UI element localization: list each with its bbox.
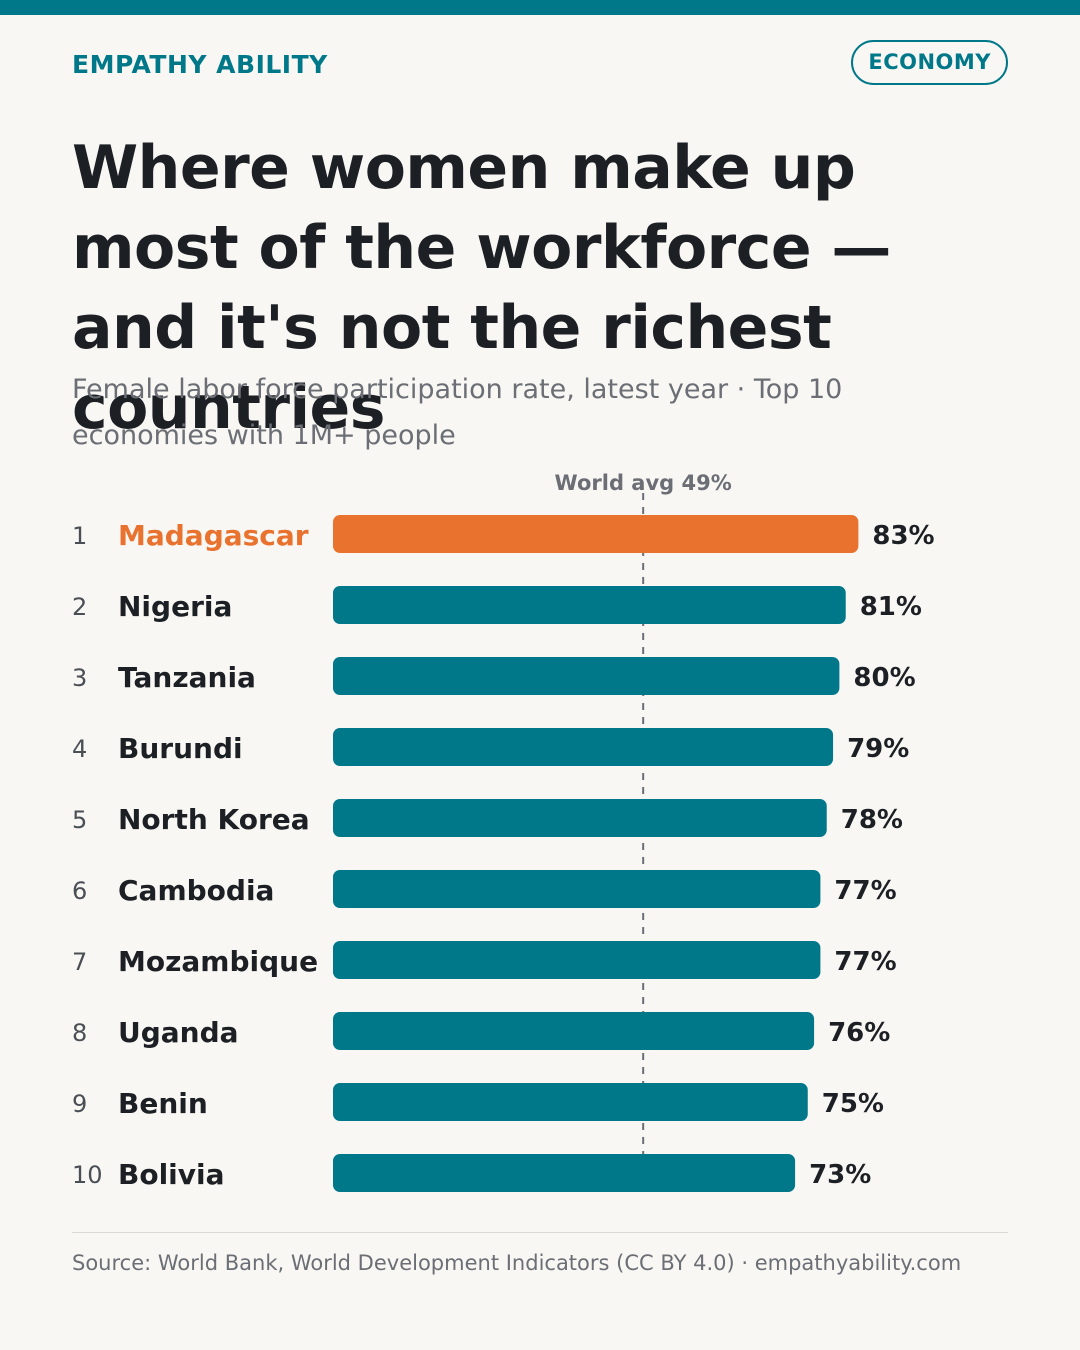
bar xyxy=(333,941,821,979)
value-label: 77% xyxy=(834,876,896,906)
value-label: 78% xyxy=(841,805,903,835)
value-label: 83% xyxy=(872,521,934,551)
rank-label: 1 xyxy=(72,522,87,550)
value-label: 73% xyxy=(809,1160,871,1190)
rank-label: 4 xyxy=(72,735,87,763)
country-label: Tanzania xyxy=(118,661,256,694)
page-title: Where women make up most of the workforc… xyxy=(72,133,891,443)
category-tag: ECONOMY xyxy=(851,40,1008,85)
bar xyxy=(333,657,840,695)
bar xyxy=(333,586,846,624)
country-label: Nigeria xyxy=(118,590,232,623)
rank-label: 9 xyxy=(72,1090,87,1118)
country-label: Madagascar xyxy=(118,519,309,552)
country-label: Cambodia xyxy=(118,874,274,907)
bar xyxy=(333,870,821,908)
brand-name: EMPATHY ABILITY xyxy=(72,50,328,79)
bar xyxy=(333,799,827,837)
chart-subtitle: Female labor force participation rate, l… xyxy=(72,374,843,451)
source-note: Source: World Bank, World Development In… xyxy=(72,1251,962,1275)
top-accent-bar xyxy=(0,0,1080,15)
value-label: 77% xyxy=(834,947,896,977)
value-label: 80% xyxy=(853,663,915,693)
rank-label: 10 xyxy=(72,1161,103,1189)
rank-label: 7 xyxy=(72,948,87,976)
country-label: Uganda xyxy=(118,1016,239,1049)
value-label: 81% xyxy=(860,592,922,622)
bar-chart: World avg 49% 1 Madagascar 83% 2 Nigeria 81% 3 T… xyxy=(72,471,935,1192)
footer-divider xyxy=(72,1232,1008,1233)
bar xyxy=(333,728,834,766)
rank-label: 8 xyxy=(72,1019,87,1047)
country-label: Benin xyxy=(118,1087,208,1120)
rank-label: 6 xyxy=(72,877,87,905)
bar xyxy=(333,1012,815,1050)
value-label: 76% xyxy=(828,1018,890,1048)
country-label: Burundi xyxy=(118,732,243,765)
bar xyxy=(333,515,859,553)
value-label: 79% xyxy=(847,734,909,764)
rank-label: 3 xyxy=(72,664,87,692)
rank-label: 5 xyxy=(72,806,87,834)
country-label: North Korea xyxy=(118,803,310,836)
rank-label: 2 xyxy=(72,593,87,621)
bar xyxy=(333,1154,796,1192)
world-average-label: World avg 49% xyxy=(555,471,732,495)
value-label: 75% xyxy=(822,1089,884,1119)
bar xyxy=(333,1083,808,1121)
country-label: Mozambique xyxy=(118,945,318,978)
country-label: Bolivia xyxy=(118,1158,225,1191)
